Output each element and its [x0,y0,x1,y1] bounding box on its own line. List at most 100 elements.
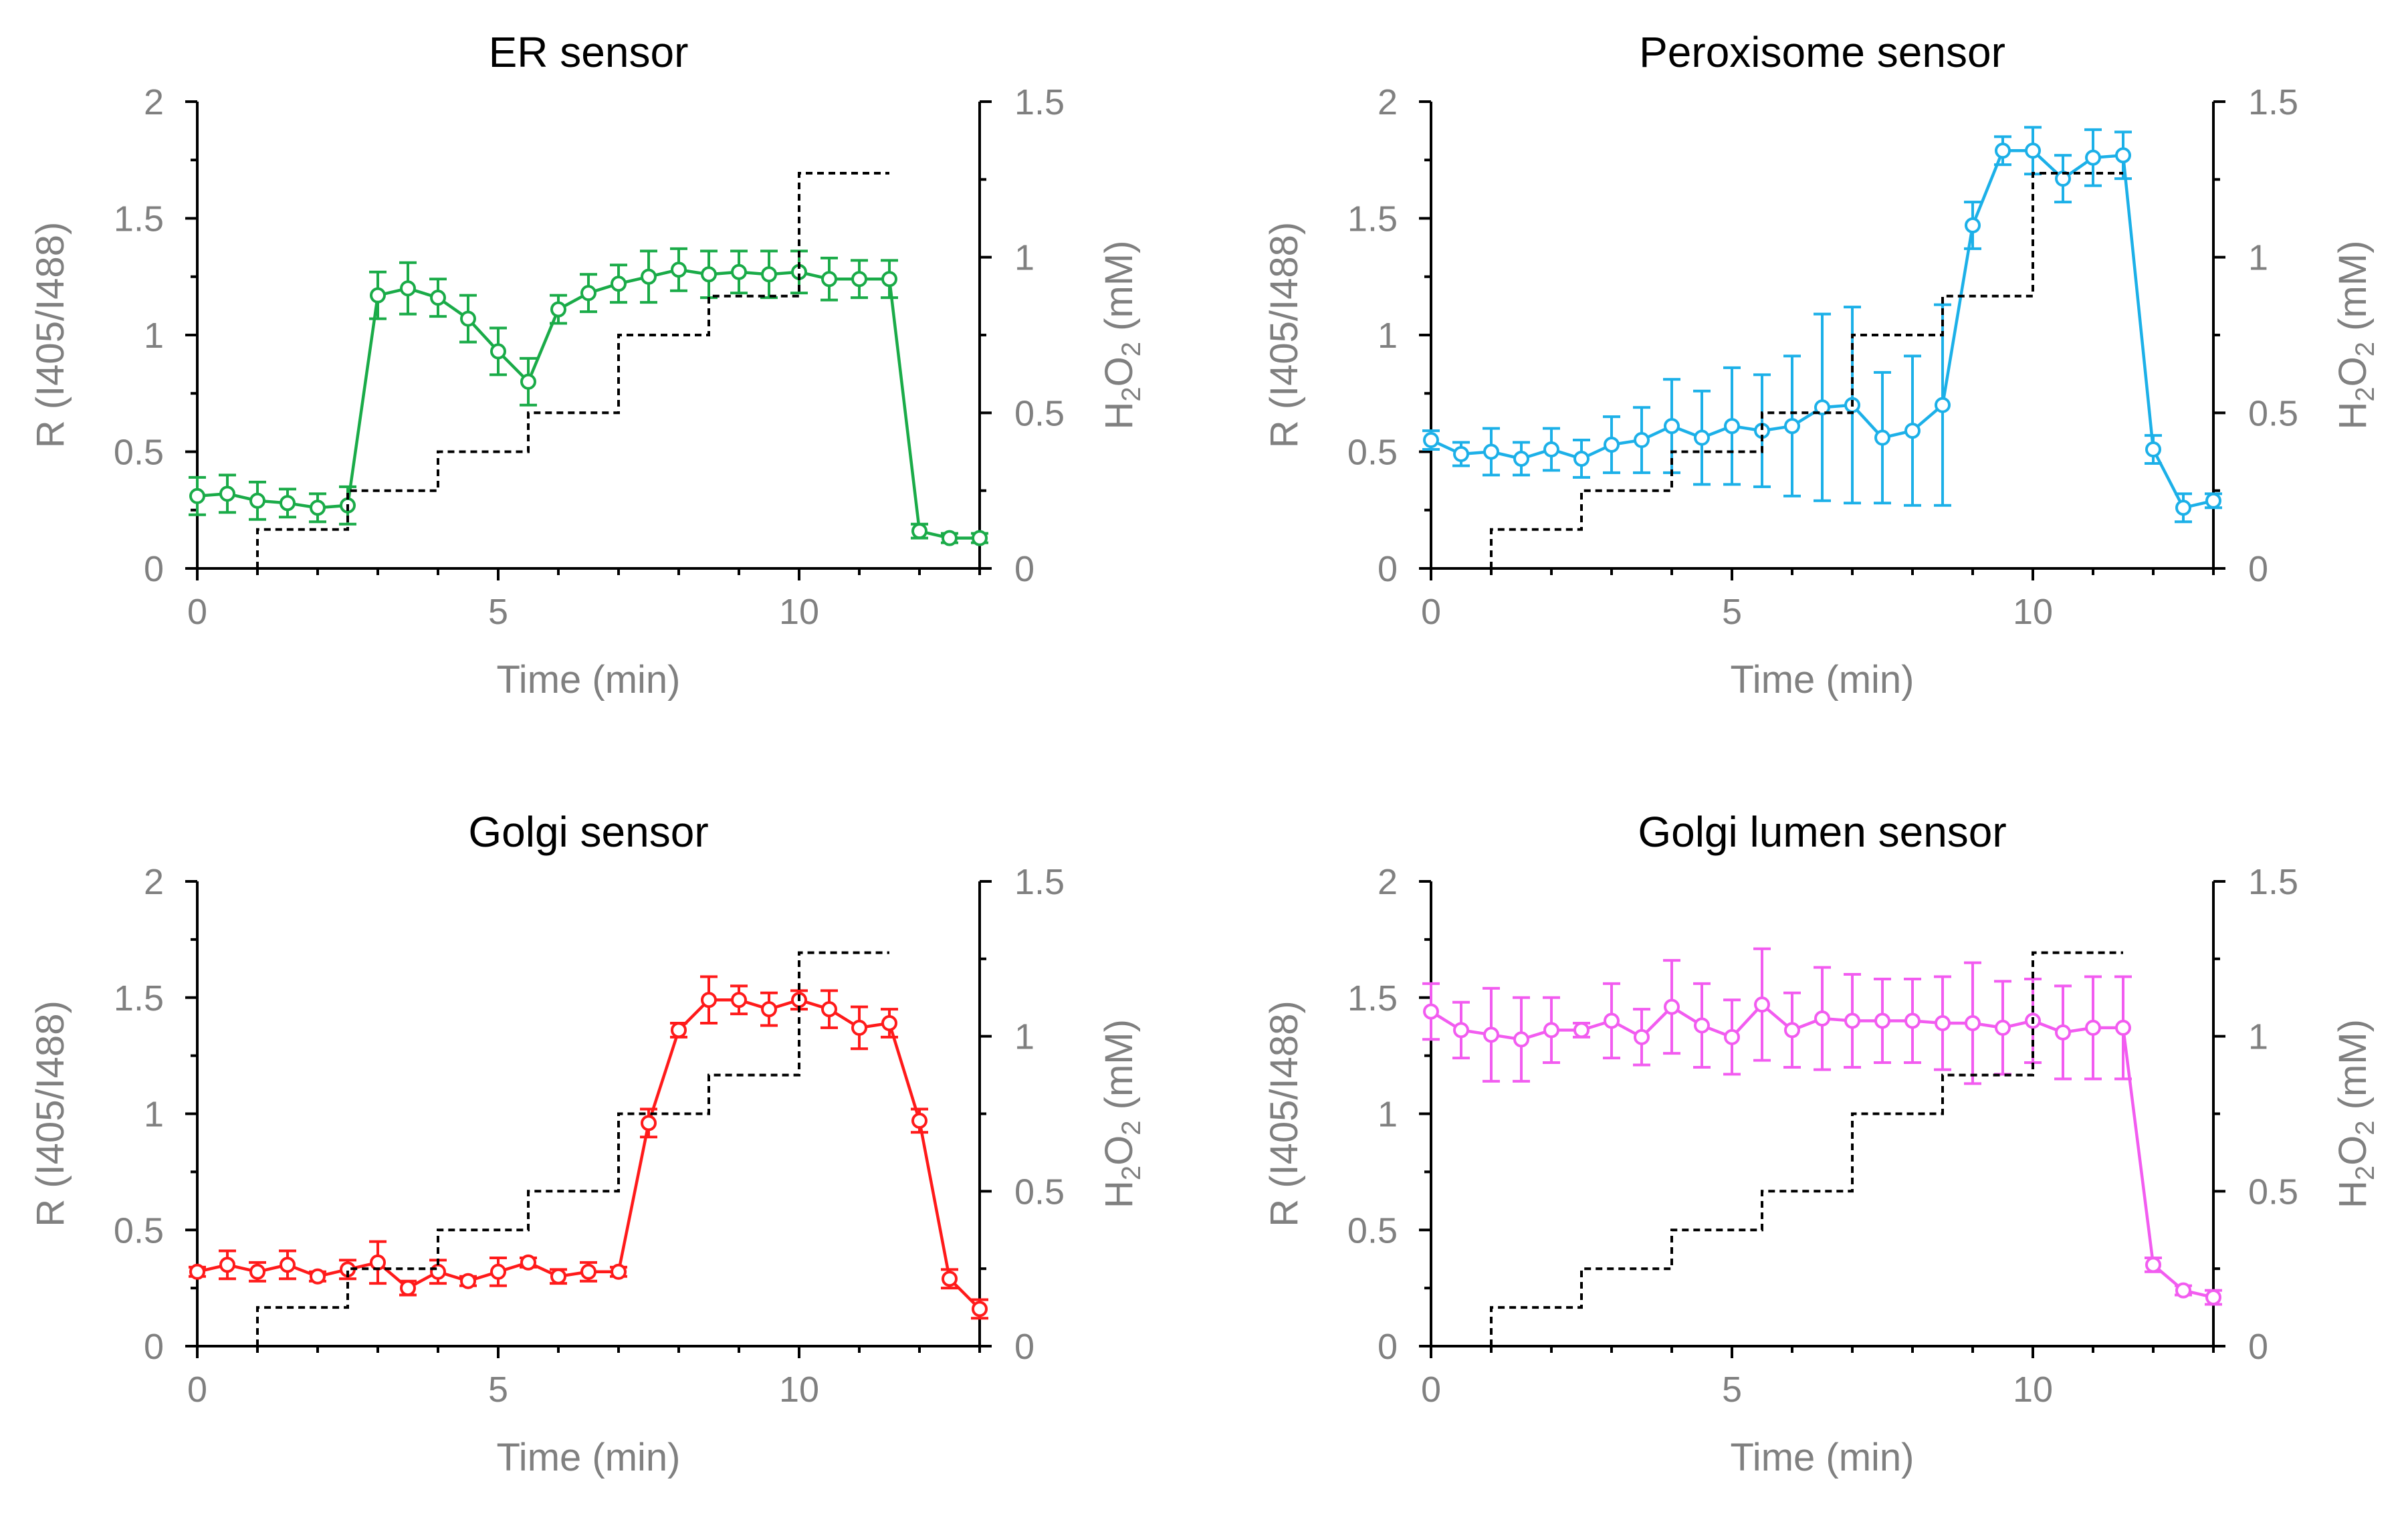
y-tick-label: 0 [1378,1327,1398,1367]
data-point [189,1263,205,1280]
y2-label-subscript: 2 [1117,387,1146,401]
y-tick-label: 1.5 [114,199,164,239]
data-point [2085,1019,2101,1036]
y2-label-subscript: 2 [2350,1120,2380,1135]
y2-tick-label: 1.5 [1014,862,1065,902]
data-point [2115,147,2131,164]
data-point [641,1115,657,1131]
data-point [460,1273,476,1289]
x-tick-label: 10 [2013,592,2053,632]
data-point [189,488,205,504]
data-point [1604,437,1620,453]
chart-title: Golgi sensor [468,808,708,856]
data-point [1573,1022,1590,1039]
y2-label-part: O [1097,356,1141,387]
data-point [370,1254,386,1271]
data-point [972,1301,988,1317]
chart-panel-1: ER sensor 0 0.5 1 1.5 2 0 0.5 1 1.5 0 5 10 Time (min)… [29,28,1146,701]
data-point [881,271,897,288]
data-point [310,1268,326,1285]
chart-title: ER sensor [489,28,689,76]
data-point [1935,397,1951,413]
y-tick-label: 1.5 [114,978,164,1018]
data-point [821,271,837,288]
data-point [1694,429,1710,446]
data-point [520,1254,536,1271]
data-point [2205,492,2221,509]
data-point [1995,142,2011,159]
data-point [1904,1012,1921,1029]
x-tick-label: 0 [187,1370,207,1410]
data-point [2175,1282,2191,1299]
data-point [851,1019,867,1036]
data-point [2025,142,2041,159]
x-axis-label: Time (min) [1731,1436,1914,1479]
data-point [1664,418,1680,435]
data-point [1784,418,1800,435]
data-point [1814,399,1830,416]
y2-tick-label: 1.5 [1014,82,1065,122]
data-point [701,266,717,283]
y2-label-part: H [2331,1180,2375,1208]
y2-label-part: O [2331,1136,2375,1166]
data-point [1604,1012,1620,1029]
data-point [280,495,296,512]
data-point [1573,450,1590,467]
y2-label-subscript: 2 [1117,1120,1146,1135]
y-tick-label: 1 [1378,1095,1398,1135]
x-tick-label: 0 [1421,1370,1441,1410]
x-tick-label: 10 [779,592,819,632]
y2-label-part: O [2331,356,2375,387]
data-point [1634,432,1650,449]
data-point [1664,998,1680,1015]
data-point [1874,1012,1890,1029]
x-axis-label: Time (min) [497,658,681,701]
x-tick-label: 5 [488,592,508,632]
y-tick-label: 2 [1378,82,1398,122]
y-tick-label: 0.5 [114,433,164,473]
y-axis-label: R (I405/I488) [1263,222,1306,449]
y2-tick-label: 0 [2248,549,2268,589]
data-point [942,1271,958,1287]
x-tick-label: 10 [2013,1370,2053,1410]
h2o2-step-line [1490,951,2123,1346]
data-point [370,287,386,304]
data-point [1814,1010,1830,1027]
y-tick-label: 1.5 [1347,199,1398,239]
y-tick-label: 1 [1378,316,1398,356]
data-point [641,268,657,285]
y2-tick-label: 1 [2248,1017,2268,1057]
data-point [1995,1019,2011,1036]
data-point [219,1257,235,1273]
y-axis-label: R (I405/I488) [29,222,72,449]
data-point [1423,1003,1439,1020]
data-point [731,992,747,1008]
data-point [1483,443,1499,460]
data-point [1453,1022,1469,1039]
h2o2-step-line [256,172,889,568]
data-point [1965,1014,1981,1031]
y2-tick-label: 0 [2248,1327,2268,1367]
data-point [881,1014,897,1031]
y2-label-subscript: 2 [2350,1166,2380,1180]
data-point [400,280,416,297]
y2-label-subscript: 2 [1117,1166,1146,1180]
y-tick-label: 0.5 [1347,433,1398,473]
data-point [2115,1019,2131,1036]
y-tick-label: 1 [144,1095,164,1135]
data-point [671,261,687,278]
y-tick-label: 0.5 [114,1210,164,1251]
data-point [550,301,566,318]
y2-axis-label: H2O2 (mM) [2331,241,2380,430]
data-point [219,485,235,502]
data-point [1543,1022,1559,1039]
y2-label-part: O [1097,1136,1141,1166]
h2o2-step-line [1490,172,2123,568]
data-point [611,276,627,292]
y2-axis-label: H2O2 (mM) [2331,1019,2380,1208]
y-tick-label: 0 [144,549,164,589]
chart-panel-4: Golgi lumen sensor 0 0.5 1 1.5 2 0 0.5 1 1.5 0 5 10 T… [1263,808,2380,1479]
data-point [1694,1017,1710,1034]
y2-tick-label: 1.5 [2248,862,2298,902]
